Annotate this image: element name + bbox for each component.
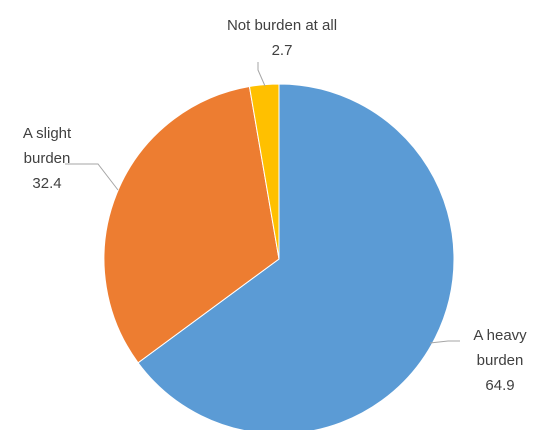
slice-label-heavy-burden-line2: burden — [477, 352, 524, 369]
data-label-not-burden: Not burden at all 2.7 — [227, 17, 337, 59]
data-label-heavy-burden: A heavy burden 64.9 — [473, 327, 527, 394]
label-leader-lines — [65, 62, 460, 344]
pie-slices — [103, 83, 455, 435]
leader-line-not-burden — [257, 62, 266, 87]
slice-label-slight-burden-line1: A slight — [23, 125, 72, 142]
slice-label-not-burden: Not burden at all — [227, 17, 337, 34]
slice-label-heavy-burden-line1: A heavy — [473, 327, 527, 344]
pie-slice-heavy-burden — [137, 83, 455, 435]
leader-line-heavy-burden — [429, 340, 460, 344]
slice-value-heavy-burden: 64.9 — [485, 377, 514, 394]
leader-line-slight-burden — [65, 163, 119, 191]
slice-value-slight-burden: 32.4 — [32, 175, 61, 192]
pie-slice-slight-burden — [103, 85, 280, 364]
data-label-slight-burden: A slight burden 32.4 — [23, 125, 72, 192]
slice-value-not-burden: 2.7 — [272, 42, 293, 59]
slice-label-slight-burden-line2: burden — [24, 150, 71, 167]
